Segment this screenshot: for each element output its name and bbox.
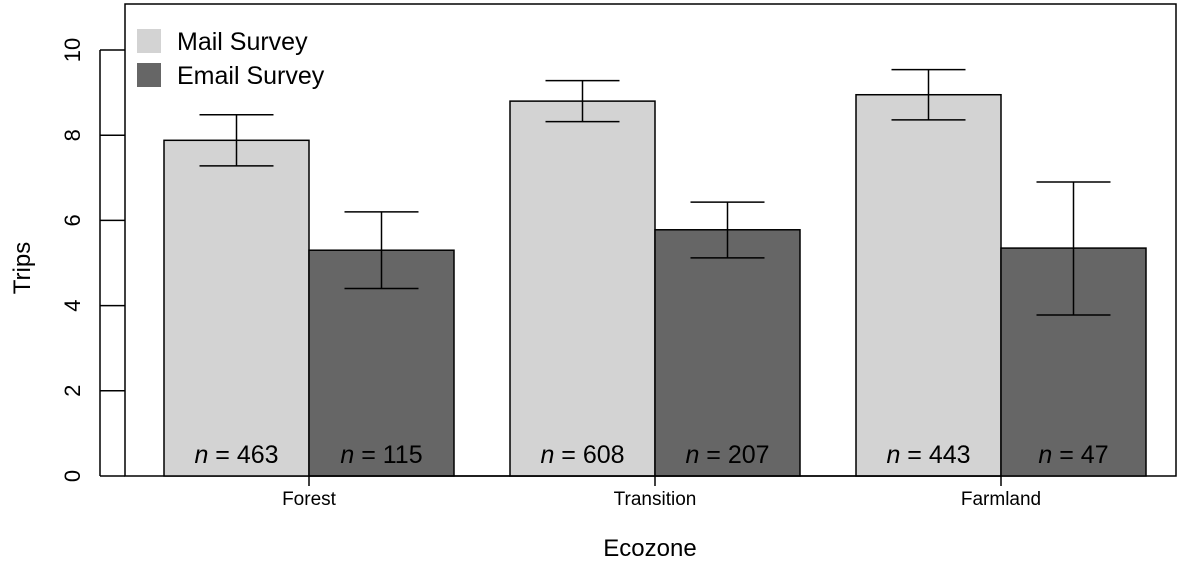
n-label: n = 608 — [540, 441, 624, 469]
bar-transition-email-survey — [654, 229, 801, 477]
legend-label: Email Survey — [177, 62, 325, 90]
n-label: n = 463 — [194, 441, 278, 469]
y-tick-label: 6 — [60, 214, 85, 226]
n-label: n = 207 — [685, 441, 769, 469]
bar-forest-mail-survey — [163, 139, 310, 477]
legend-label: Mail Survey — [177, 28, 308, 56]
x-tick-label-transition: Transition — [614, 489, 697, 510]
y-tick-label: 4 — [60, 299, 85, 311]
n-label: n = 443 — [886, 441, 970, 469]
n-label: n = 115 — [340, 441, 422, 469]
y-tick-label: 10 — [60, 38, 85, 62]
x-axis-title: Ecozone — [603, 535, 696, 562]
y-tick-label: 8 — [60, 129, 85, 141]
legend-swatch — [137, 63, 161, 87]
y-tick-label: 0 — [60, 470, 85, 482]
bar-farmland-mail-survey — [855, 93, 1002, 477]
n-label: n = 47 — [1038, 441, 1108, 469]
legend-swatch — [137, 29, 161, 53]
y-axis-title: Trips — [9, 242, 36, 294]
bar-transition-mail-survey — [509, 100, 656, 477]
x-tick-label-forest: Forest — [282, 489, 337, 510]
x-tick-label-farmland: Farmland — [961, 489, 1041, 510]
y-tick-label: 2 — [60, 385, 85, 397]
